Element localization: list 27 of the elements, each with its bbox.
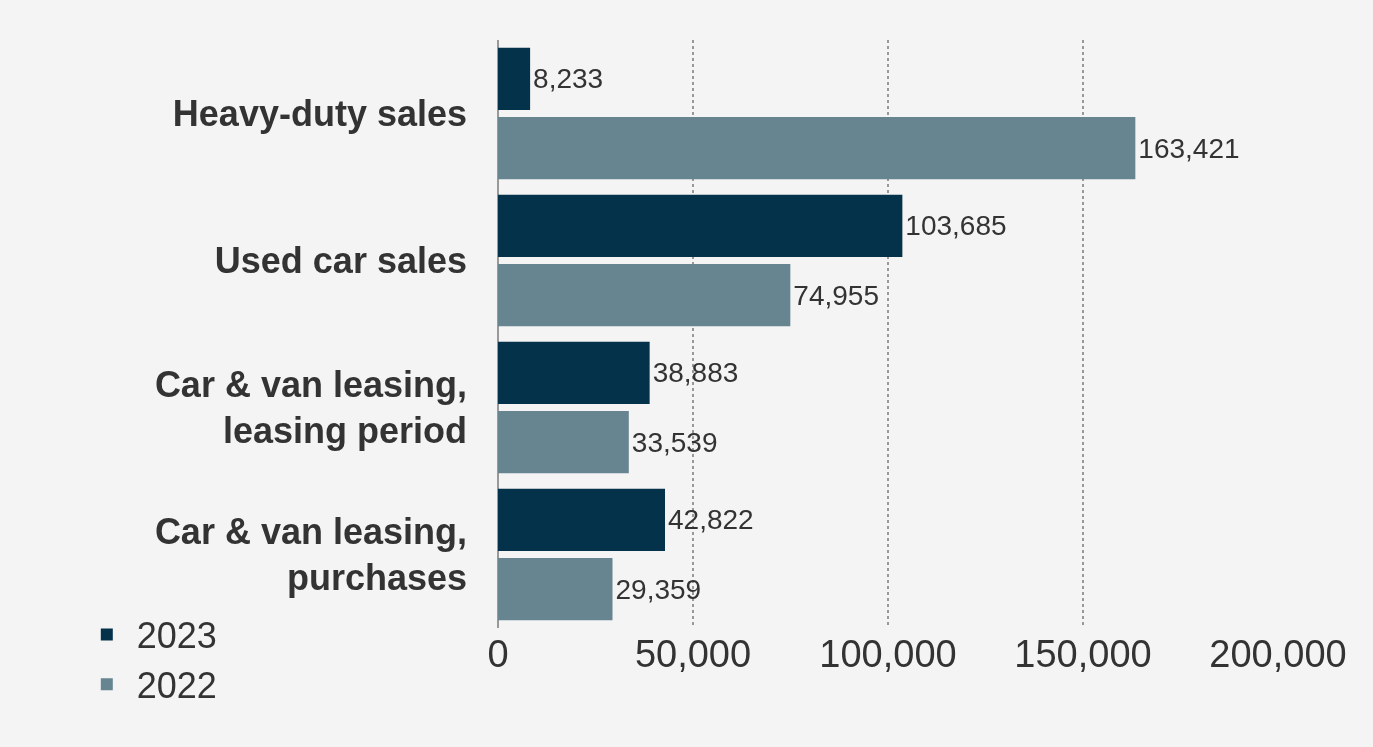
y-tick-label: Car & van leasing, leasing period <box>154 363 467 452</box>
data-label: 38,883 <box>652 357 739 389</box>
x-tick-label: 100,000 <box>819 633 957 675</box>
data-label: 103,685 <box>905 210 1007 242</box>
bar <box>498 557 613 621</box>
bar <box>498 410 629 474</box>
bar <box>498 116 1136 180</box>
data-label: 42,822 <box>668 504 754 536</box>
y-tick-label: Heavy-duty sales <box>172 93 467 135</box>
x-tick-label: 50,000 <box>634 633 752 675</box>
bar <box>498 194 903 258</box>
x-tick-label: 200,000 <box>1209 633 1347 675</box>
bar <box>498 488 666 552</box>
data-label: 74,955 <box>793 279 879 311</box>
data-label: 163,421 <box>1138 132 1240 164</box>
legend-label: 2023 <box>136 615 217 657</box>
bar <box>498 341 650 405</box>
x-tick-label: 0 <box>487 633 509 675</box>
data-label: 33,539 <box>631 426 718 458</box>
bar <box>498 47 531 111</box>
data-label: 29,359 <box>615 573 702 605</box>
y-tick-label: Car & van leasing, purchases <box>154 510 467 599</box>
bar <box>498 263 791 327</box>
y-tick-label: Used car sales <box>214 240 467 282</box>
legend-label: 2022 <box>136 665 217 707</box>
data-label: 8,233 <box>533 63 604 95</box>
x-tick-label: 150,000 <box>1014 633 1152 675</box>
